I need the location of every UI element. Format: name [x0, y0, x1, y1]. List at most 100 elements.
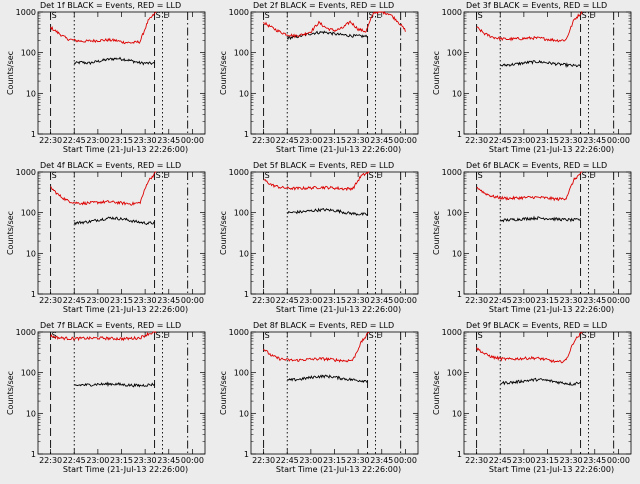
x-tick-label: 00:00 — [394, 136, 417, 145]
events-series-line — [499, 59, 581, 68]
x-tick-label: 23:45 — [583, 136, 606, 145]
detector-panel: Det 6f BLACK = Events, RED = LLD 1 10 100 10… — [426, 160, 639, 320]
x-tick-label: 23:45 — [370, 296, 393, 305]
time-marker-label: S — [478, 11, 483, 20]
chart-title: Det 9f BLACK = Events, RED = LLD — [466, 321, 607, 330]
y-axis-label: Counts/sec — [219, 51, 228, 95]
time-marker-label: S — [265, 11, 270, 20]
lld-series-line — [263, 332, 370, 363]
detector-panel: Det 9f BLACK = Events, RED = LLD 1 10 100 10… — [426, 320, 639, 480]
time-marker-label: S — [156, 171, 161, 180]
x-tick-label: 22:30 — [39, 456, 62, 465]
time-marker-label: S — [52, 171, 57, 180]
y-tick-label: 100 — [21, 49, 36, 58]
y-tick-label: 1 — [31, 450, 36, 459]
y-tick-label: 1 — [457, 450, 462, 459]
x-tick-label: 23:30 — [347, 136, 370, 145]
lld-series-line — [50, 171, 157, 206]
y-tick-label: 1000 — [229, 8, 249, 17]
x-tick-label: 22:45 — [489, 296, 512, 305]
x-axis-label: Start Time (21-Jul-13 22:26:00) — [276, 465, 401, 474]
time-marker-label: S — [265, 171, 270, 180]
y-tick-label: 10 — [239, 249, 249, 258]
y-tick-label: 1000 — [16, 168, 36, 177]
x-tick-label: 23:00 — [299, 136, 322, 145]
time-marker-label: S — [52, 11, 57, 20]
time-marker-label: S — [582, 171, 587, 180]
y-tick-label: 10 — [239, 89, 249, 98]
chart-svg: Det 9f BLACK = Events, RED = LLD 1 10 100 10… — [432, 321, 632, 474]
chart-title: Det 8f BLACK = Events, RED = LLD — [253, 321, 394, 330]
chart-svg: Det 2f BLACK = Events, RED = LLD 1 10 100 10… — [219, 1, 419, 154]
chart-svg: Det 3f BLACK = Events, RED = LLD 1 10 100 10… — [432, 1, 632, 154]
x-tick-label: 23:15 — [536, 296, 559, 305]
lld-series-line — [50, 11, 157, 45]
time-marker-label: S — [582, 331, 587, 340]
x-axis-label: Start Time (21-Jul-13 22:26:00) — [276, 145, 401, 154]
x-tick-label: 22:45 — [63, 456, 86, 465]
y-axis-label: Counts/sec — [432, 51, 441, 95]
y-axis-label: Counts/sec — [432, 211, 441, 255]
x-tick-label: 23:45 — [583, 456, 606, 465]
events-series-line — [287, 207, 368, 217]
y-tick-label: 1 — [457, 130, 462, 139]
y-tick-label: 1 — [244, 450, 249, 459]
chart-svg: Det 6f BLACK = Events, RED = LLD 1 10 100 10… — [432, 161, 632, 314]
x-tick-label: 23:00 — [299, 456, 322, 465]
chart-svg: Det 7f BLACK = Events, RED = LLD 1 10 100 10… — [6, 321, 206, 474]
x-tick-label: 23:15 — [110, 136, 133, 145]
lld-series-line — [263, 10, 406, 39]
x-tick-label: 22:30 — [252, 456, 275, 465]
time-marker-label: S — [156, 11, 161, 20]
detector-panel: Det 5f BLACK = Events, RED = LLD 1 10 100 10… — [213, 160, 426, 320]
x-tick-label: 23:00 — [512, 456, 535, 465]
chart-title: Det 7f BLACK = Events, RED = LLD — [40, 321, 181, 330]
y-tick-label: 1000 — [442, 168, 462, 177]
y-tick-label: 10 — [239, 409, 249, 418]
x-tick-label: 23:45 — [157, 296, 180, 305]
chart-svg: Det 1f BLACK = Events, RED = LLD 1 10 100 10… — [6, 1, 206, 154]
x-tick-label: 22:30 — [252, 136, 275, 145]
y-axis-label: Counts/sec — [432, 371, 441, 415]
y-axis-label: Counts/sec — [219, 211, 228, 255]
x-tick-label: 23:00 — [512, 136, 535, 145]
y-axis-label: Counts/sec — [219, 371, 228, 415]
y-tick-label: 1000 — [16, 328, 36, 337]
x-tick-label: 23:45 — [370, 456, 393, 465]
x-tick-label: 23:30 — [347, 456, 370, 465]
x-tick-label: 22:45 — [63, 136, 86, 145]
time-marker-label: S — [478, 171, 483, 180]
x-tick-label: 22:45 — [489, 136, 512, 145]
time-marker-label: E — [376, 11, 381, 20]
events-series-line — [286, 30, 368, 41]
time-marker-label: E — [376, 331, 381, 340]
x-axis-label: Start Time (21-Jul-13 22:26:00) — [63, 465, 188, 474]
x-tick-label: 22:30 — [39, 296, 62, 305]
plot-frame — [37, 11, 206, 135]
x-tick-label: 23:00 — [512, 296, 535, 305]
x-tick-label: 22:30 — [252, 296, 275, 305]
events-series-line — [287, 374, 368, 384]
chart-title: Det 2f BLACK = Events, RED = LLD — [253, 1, 394, 10]
x-tick-label: 23:15 — [323, 296, 346, 305]
x-tick-label: 23:30 — [347, 296, 370, 305]
x-tick-label: 00:00 — [181, 136, 204, 145]
x-tick-label: 23:15 — [110, 456, 133, 465]
events-series-line — [74, 381, 156, 388]
y-tick-label: 1 — [457, 290, 462, 299]
chart-title: Det 6f BLACK = Events, RED = LLD — [466, 161, 607, 170]
x-tick-label: 23:45 — [583, 296, 606, 305]
plot-frame — [37, 171, 206, 295]
lld-series-line — [50, 331, 157, 342]
x-tick-label: 22:30 — [39, 136, 62, 145]
x-tick-label: 00:00 — [394, 296, 417, 305]
x-tick-label: 00:00 — [607, 456, 630, 465]
x-tick-label: 23:00 — [86, 456, 109, 465]
chart-svg: Det 8f BLACK = Events, RED = LLD 1 10 100 10… — [219, 321, 419, 474]
y-tick-label: 100 — [21, 369, 36, 378]
x-axis-label: Start Time (21-Jul-13 22:26:00) — [489, 305, 614, 314]
x-tick-label: 23:00 — [299, 296, 322, 305]
events-series-line — [499, 215, 582, 223]
x-tick-label: 23:30 — [560, 456, 583, 465]
y-tick-label: 1000 — [229, 168, 249, 177]
